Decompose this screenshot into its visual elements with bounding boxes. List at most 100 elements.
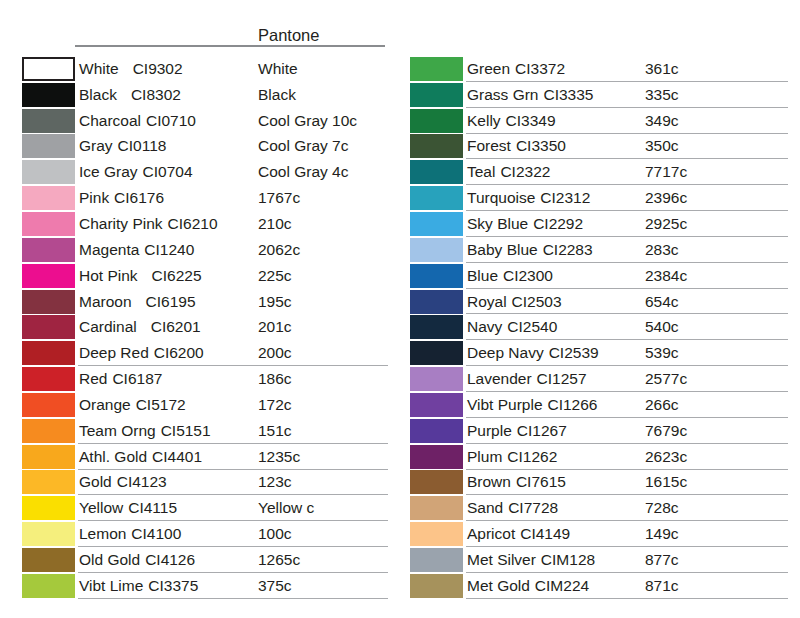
color-name: Orange	[79, 396, 131, 414]
color-row: RoyalCI2503654c	[410, 289, 790, 315]
color-row: WhiteCI9302White	[22, 56, 390, 82]
color-code: CI1262	[507, 448, 557, 466]
pantone-value: 350c	[645, 137, 679, 155]
color-row: Athl. GoldCI44011235c	[22, 444, 390, 470]
color-name: Yellow	[79, 499, 123, 517]
color-swatch	[410, 445, 463, 469]
color-row: PlumCI12622623c	[410, 444, 790, 470]
color-row: Hot PinkCI6225225c	[22, 263, 390, 289]
pantone-value: 539c	[645, 344, 679, 362]
color-swatch	[410, 212, 463, 236]
pantone-value: 1235c	[258, 448, 300, 466]
color-name: Royal	[467, 293, 507, 311]
color-swatch	[22, 160, 75, 184]
color-row: Sky BlueCI22922925c	[410, 211, 790, 237]
color-row: Vibt LimeCI3375375c	[22, 573, 390, 599]
pantone-value: 877c	[645, 551, 679, 569]
color-swatch	[410, 522, 463, 546]
color-swatch	[410, 470, 463, 494]
color-name: Magenta	[79, 241, 139, 259]
color-row: KellyCI3349349c	[410, 108, 790, 134]
color-row: Charity PinkCI6210210c	[22, 211, 390, 237]
color-row: ForestCI3350350c	[410, 134, 790, 160]
color-row: ApricotCI4149149c	[410, 521, 790, 547]
color-code: CI3375	[148, 577, 198, 595]
color-code: CI1267	[517, 422, 567, 440]
color-row: LemonCI4100100c	[22, 521, 390, 547]
color-code: CI3335	[543, 86, 593, 104]
color-row: Old GoldCI41261265c	[22, 547, 390, 573]
color-row: GreenCI3372361c	[410, 56, 790, 82]
color-code: CI6176	[114, 189, 164, 207]
color-name: Sand	[467, 499, 503, 517]
right-column: GreenCI3372361cGrass GrnCI3335335cKellyC…	[410, 56, 790, 599]
color-name: Maroon	[79, 293, 132, 311]
color-name: Gray	[79, 137, 113, 155]
pantone-value: 375c	[258, 577, 292, 595]
color-code: CI2322	[500, 163, 550, 181]
color-name: Athl. Gold	[79, 448, 147, 466]
pantone-value: 266c	[645, 396, 679, 414]
color-name: Vibt Purple	[467, 396, 543, 414]
pantone-value: 1615c	[645, 473, 687, 491]
color-name: Team Orng	[79, 422, 156, 440]
color-name: Purple	[467, 422, 512, 440]
color-swatch	[410, 109, 463, 133]
pantone-value: 2577c	[645, 370, 687, 388]
left-column: WhiteCI9302WhiteBlackCI8302Black Charcoal…	[22, 56, 390, 599]
color-row: Met GoldCIM224871c	[410, 573, 790, 599]
header-rule	[75, 45, 385, 47]
color-row: GoldCI4123123c	[22, 470, 390, 496]
color-code: CI6200	[154, 344, 204, 362]
color-swatch	[22, 186, 75, 210]
color-swatch	[22, 419, 75, 443]
pantone-value: 540c	[645, 318, 679, 336]
color-swatch	[22, 393, 75, 417]
pantone-value: Yellow c	[258, 499, 314, 517]
color-name: Met Gold	[467, 577, 530, 595]
color-name: Met Silver	[467, 551, 536, 569]
row-divider	[466, 598, 788, 599]
pantone-value: 123c	[258, 473, 292, 491]
color-row: BlackCI8302Black	[22, 82, 390, 108]
color-name: Sky Blue	[467, 215, 528, 233]
pantone-value: Black	[258, 86, 296, 104]
color-swatch	[410, 393, 463, 417]
color-name: Deep Navy	[467, 344, 544, 362]
color-code: CI5151	[161, 422, 211, 440]
color-row: BlueCI23002384c	[410, 263, 790, 289]
color-row: Deep RedCI6200200c	[22, 340, 390, 366]
color-name: Red	[79, 370, 107, 388]
pantone-value: 361c	[645, 60, 679, 78]
color-name: Apricot	[467, 525, 515, 543]
color-code: CI1266	[548, 396, 598, 414]
color-swatch	[22, 341, 75, 365]
color-name: Green	[467, 60, 510, 78]
color-swatch	[22, 522, 75, 546]
color-row: Deep NavyCI2539539c	[410, 340, 790, 366]
color-name: Charcoal	[79, 112, 141, 130]
pantone-value: 151c	[258, 422, 292, 440]
color-row: CardinalCI6201201c	[22, 314, 390, 340]
color-name: Kelly	[467, 112, 501, 130]
color-swatch	[410, 315, 463, 339]
pantone-value: 2925c	[645, 215, 687, 233]
pantone-value: 149c	[645, 525, 679, 543]
color-code: CI2503	[512, 293, 562, 311]
row-divider	[78, 598, 388, 599]
color-row: NavyCI2540540c	[410, 314, 790, 340]
color-chart: Pantone WhiteCI9302WhiteBlackCI8302Black…	[0, 0, 800, 618]
color-name: Ice Gray	[79, 163, 138, 181]
color-code: CI7728	[508, 499, 558, 517]
pantone-value: 2384c	[645, 267, 687, 285]
color-code: CI7615	[516, 473, 566, 491]
color-name: Pink	[79, 189, 109, 207]
color-swatch	[22, 109, 75, 133]
pantone-value: 349c	[645, 112, 679, 130]
color-code: CI3350	[516, 137, 566, 155]
color-row: PurpleCI12677679c	[410, 418, 790, 444]
color-row: PinkCI61761767c	[22, 185, 390, 211]
color-swatch	[410, 238, 463, 262]
color-swatch	[22, 445, 75, 469]
color-code: CI5172	[136, 396, 186, 414]
